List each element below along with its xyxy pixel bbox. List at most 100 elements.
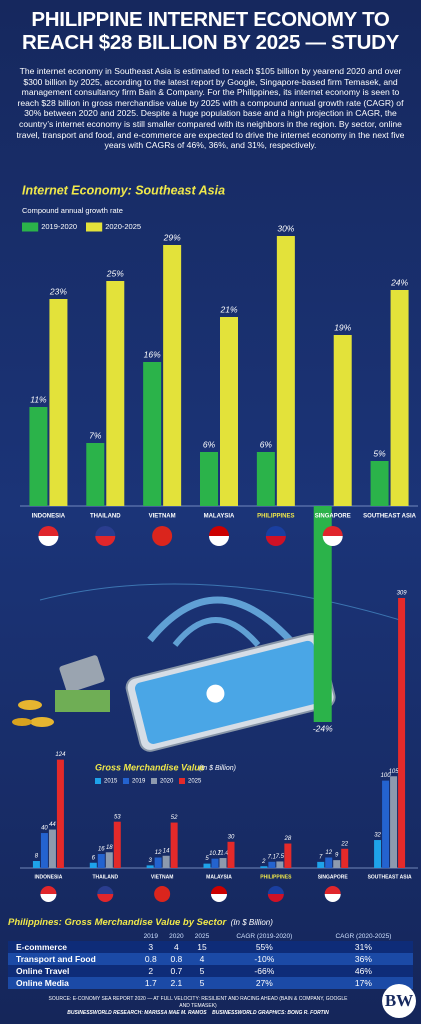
value-label: 11.4 — [217, 851, 229, 857]
table-subtitle: (In $ Billion) — [230, 918, 273, 927]
value-label: 32 — [374, 833, 381, 839]
wifi-arc — [147, 596, 293, 643]
category-label: VIETNAM — [149, 514, 176, 520]
bar — [32, 861, 40, 868]
sector-table: Philippines: Gross Merchandise Value by … — [8, 912, 413, 989]
value-label: 6% — [203, 439, 216, 449]
chart-title: Gross Merchandise Value — [95, 762, 205, 772]
bar — [113, 821, 121, 868]
value-label: 12 — [155, 850, 162, 856]
bar — [56, 759, 64, 868]
legend-swatch — [95, 778, 101, 784]
illustration — [12, 583, 401, 752]
flag — [154, 894, 171, 902]
value-label: 52 — [171, 815, 178, 821]
bar — [86, 443, 105, 506]
flag — [267, 886, 284, 894]
category-label: PHILIPPINES — [257, 514, 294, 520]
flag — [267, 894, 284, 902]
wifi-arc — [172, 617, 261, 647]
table-cell: 27% — [214, 977, 314, 989]
value-label: -24% — [313, 723, 333, 733]
column-header: 2019 — [143, 933, 159, 940]
value-label: 14 — [163, 848, 170, 854]
flag — [211, 894, 227, 902]
value-label: 7.1 — [268, 854, 276, 860]
bar — [333, 860, 341, 868]
value-label: 40 — [41, 826, 48, 832]
bar — [390, 776, 398, 868]
intro-text: The internet economy in Southeast Asia i… — [16, 66, 405, 151]
bar — [374, 840, 382, 868]
category-label: SOUTHEAST ASIA — [368, 874, 412, 880]
flag — [265, 536, 286, 546]
flag — [40, 886, 57, 894]
flag — [324, 894, 341, 902]
value-label: 25% — [106, 268, 124, 278]
flag — [40, 894, 57, 902]
value-label: 44 — [49, 822, 56, 828]
value-label: 12 — [325, 850, 332, 856]
legend-label: 2019-2020 — [41, 222, 77, 231]
chart-subtitle: (In $ Billion) — [199, 765, 236, 772]
table: 2019 2020 2025 CAGR (2019-2020) CAGR (2020-2… — [8, 932, 413, 989]
value-label: 6 — [92, 855, 96, 861]
bar — [382, 780, 390, 868]
value-label: 30 — [228, 834, 235, 840]
flag — [152, 526, 173, 536]
table-cell: 4 — [163, 941, 190, 953]
table-cell: 0.7 — [163, 965, 190, 977]
header-spacer — [8, 932, 138, 941]
legend-label: 2020 — [160, 779, 174, 785]
bar — [276, 861, 284, 868]
flag — [154, 886, 171, 894]
bar — [106, 281, 125, 506]
legend-swatch — [179, 778, 185, 784]
table-cell: -10% — [214, 953, 314, 965]
category-label: INDONESIA — [35, 874, 63, 880]
bar — [284, 843, 292, 868]
value-label: 7.5 — [276, 854, 285, 860]
value-label: 16% — [144, 349, 161, 359]
category-label: MALAYSIA — [204, 514, 235, 520]
value-label: 7 — [319, 854, 323, 860]
value-label: 30% — [277, 223, 294, 233]
value-label: 5 — [205, 856, 209, 862]
value-label: 105 — [389, 769, 400, 775]
table-cell: 4 — [189, 953, 215, 965]
bar — [268, 861, 276, 868]
bar — [200, 452, 218, 506]
flag — [265, 526, 286, 536]
bar — [260, 866, 268, 868]
bar — [49, 299, 68, 506]
bar — [317, 861, 325, 868]
phone-screen — [134, 640, 327, 744]
bar — [390, 290, 409, 506]
footer: SOURCE: E-CONOMY SEA REPORT 2020 — AT FU… — [48, 996, 348, 1017]
table-row: Online Media 1.7 2.1 5 27% 17% — [8, 977, 413, 989]
category-label: THAILAND — [93, 874, 119, 880]
flag — [152, 536, 173, 546]
app-icon — [206, 684, 225, 703]
research: BUSINESSWORLD RESEARCH: MARISSA MAE M. R… — [67, 1010, 207, 1016]
bar — [105, 852, 113, 868]
flag — [209, 526, 229, 536]
calculator — [59, 655, 105, 693]
table-row: Transport and Food 0.8 0.8 4 -10% 36% — [8, 953, 413, 965]
row-label: Transport and Food — [8, 953, 138, 965]
bar — [313, 506, 332, 722]
value-label: 24% — [390, 277, 408, 287]
legend-swatch — [22, 222, 39, 232]
row-label: Online Media — [8, 977, 138, 989]
bar — [203, 863, 211, 868]
logo: BW — [382, 984, 416, 1018]
legend-label: 2019 — [132, 779, 146, 785]
legend-swatch — [86, 222, 103, 232]
value-label: 21% — [219, 304, 237, 314]
bar — [220, 317, 238, 506]
legend-label: 2025 — [188, 779, 202, 785]
value-label: 19% — [334, 322, 351, 332]
